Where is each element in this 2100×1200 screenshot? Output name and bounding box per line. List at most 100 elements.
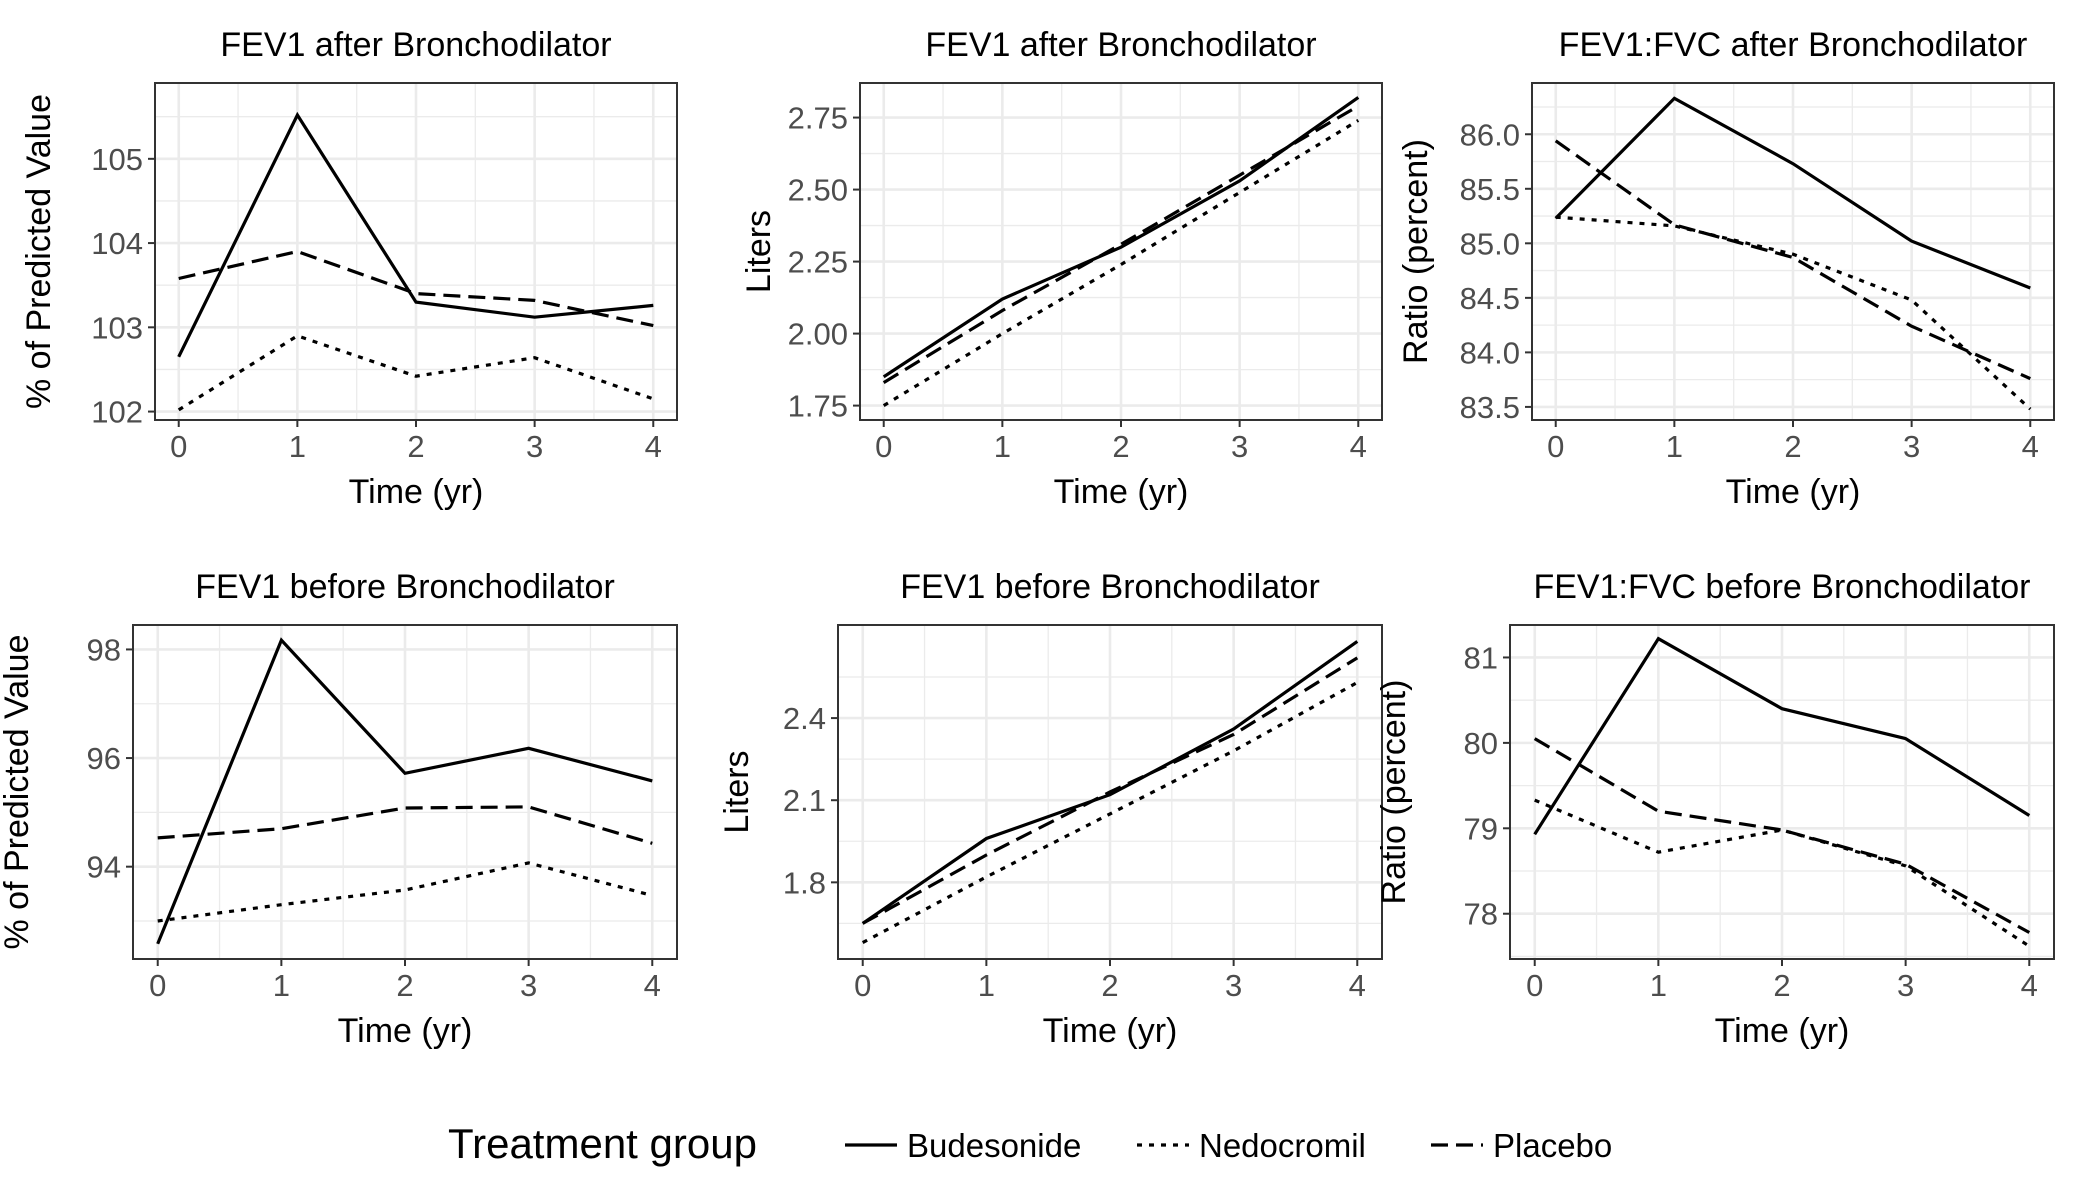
series-placebo bbox=[157, 805, 653, 845]
series-budesonide bbox=[1554, 96, 2031, 290]
x-tick-label: 2 bbox=[1101, 968, 1118, 1003]
y-tick-label: 86.0 bbox=[1460, 117, 1520, 152]
gridlines bbox=[1532, 83, 2054, 420]
y-tick-label: 2.1 bbox=[783, 783, 826, 818]
panel-6: 0 1 2 3 4 78 79 80 81 FEV1:FVC before Bronchodila… bbox=[1375, 568, 2055, 1050]
y-axis-title: % of Predicted Value bbox=[20, 94, 58, 409]
gridlines bbox=[155, 83, 677, 420]
y-tick-label: 80 bbox=[1464, 726, 1498, 761]
x-tick-label: 4 bbox=[1350, 429, 1367, 464]
y-tick-label: 85.0 bbox=[1460, 226, 1520, 261]
panel-title: FEV1:FVC before Bronchodilator bbox=[1533, 568, 2030, 606]
panel-title: FEV1 after Bronchodilator bbox=[925, 26, 1316, 64]
panel-5: 0 1 2 3 4 1.8 2.1 2.4 FEV1 before Bronchodilator… bbox=[718, 568, 1383, 1050]
y-tick-label: 103 bbox=[91, 310, 143, 345]
legend: Treatment group Budesonide Nedocromil Plac… bbox=[448, 1120, 1612, 1167]
gridlines bbox=[838, 625, 1382, 959]
x-tick-label: 1 bbox=[978, 968, 995, 1003]
y-tick-label: 2.4 bbox=[783, 701, 826, 736]
x-tick-label: 4 bbox=[645, 429, 662, 464]
y-tick-label: 2.75 bbox=[788, 101, 848, 136]
x-tick-label: 3 bbox=[1897, 968, 1914, 1003]
x-tick-label: 3 bbox=[1231, 429, 1248, 464]
x-axis-title: Time (yr) bbox=[1715, 1012, 1850, 1050]
x-tick-label: 4 bbox=[644, 968, 661, 1003]
y-tick-label: 85.5 bbox=[1460, 172, 1520, 207]
y-tick-label: 105 bbox=[91, 142, 143, 177]
panel-1: 0 1 2 3 4 102 103 104 105 FEV1 after Bronchodilat… bbox=[20, 26, 678, 511]
x-tick-label: 1 bbox=[289, 429, 306, 464]
y-tick-label: 79 bbox=[1464, 811, 1498, 846]
x-tick-label: 0 bbox=[1526, 968, 1543, 1003]
y-axis-title: Liters bbox=[718, 750, 756, 833]
y-tick-label: 81 bbox=[1464, 640, 1498, 675]
series-budesonide bbox=[156, 637, 653, 945]
x-tick-label: 0 bbox=[875, 429, 892, 464]
x-axis-title: Time (yr) bbox=[338, 1012, 473, 1050]
series-placebo bbox=[178, 249, 654, 328]
series-budesonide bbox=[1533, 636, 2031, 836]
legend-label-nedocromil: Nedocromil bbox=[1199, 1127, 1366, 1164]
panel-4: 0 1 2 3 4 94 96 98 FEV1 before Bronchodilator Tim… bbox=[0, 568, 678, 1050]
y-tick-label: 98 bbox=[87, 632, 121, 667]
x-tick-label: 3 bbox=[1903, 429, 1920, 464]
x-tick-label: 4 bbox=[1349, 968, 1366, 1003]
panel-title: FEV1 before Bronchodilator bbox=[900, 568, 1320, 606]
x-axis-title: Time (yr) bbox=[1726, 473, 1861, 511]
x-tick-label: 0 bbox=[1547, 429, 1564, 464]
y-tick-label: 78 bbox=[1464, 897, 1498, 932]
legend-label-budesonide: Budesonide bbox=[907, 1127, 1081, 1164]
panel-title: FEV1:FVC after Bronchodilator bbox=[1559, 26, 2028, 64]
series-nedocromil bbox=[861, 681, 1359, 945]
gridlines bbox=[133, 625, 677, 959]
y-tick-label: 84.0 bbox=[1460, 335, 1520, 370]
y-axis-title: Ratio (percent) bbox=[1397, 139, 1435, 364]
x-tick-label: 1 bbox=[273, 968, 290, 1003]
series-nedocromil bbox=[882, 119, 1360, 407]
y-tick-label: 1.8 bbox=[783, 865, 826, 900]
gridlines bbox=[860, 83, 1382, 420]
y-tick-label: 83.5 bbox=[1460, 390, 1520, 425]
series-nedocromil bbox=[177, 334, 654, 412]
y-tick-label: 84.5 bbox=[1460, 281, 1520, 316]
legend-label-placebo: Placebo bbox=[1493, 1127, 1612, 1164]
x-tick-label: 0 bbox=[170, 429, 187, 464]
y-tick-label: 2.25 bbox=[788, 245, 848, 280]
x-tick-label: 0 bbox=[854, 968, 871, 1003]
y-axis-title: Ratio (percent) bbox=[1375, 680, 1413, 905]
x-tick-label: 2 bbox=[1112, 429, 1129, 464]
x-axis-title: Time (yr) bbox=[1054, 473, 1189, 511]
x-tick-label: 1 bbox=[994, 429, 1011, 464]
x-tick-label: 3 bbox=[520, 968, 537, 1003]
x-tick-label: 0 bbox=[149, 968, 166, 1003]
y-tick-label: 96 bbox=[87, 741, 121, 776]
panel-3: 0 1 2 3 4 83.5 84.0 84.5 85.0 85.5 86.0 FEV1:FVC af… bbox=[1397, 26, 2055, 511]
series-budesonide bbox=[861, 640, 1359, 925]
x-axis-title: Time (yr) bbox=[349, 473, 484, 511]
x-tick-label: 1 bbox=[1650, 968, 1667, 1003]
x-tick-label: 2 bbox=[1773, 968, 1790, 1003]
x-tick-label: 4 bbox=[2021, 968, 2038, 1003]
y-tick-label: 2.00 bbox=[788, 317, 848, 352]
series-placebo bbox=[882, 104, 1360, 384]
y-tick-label: 2.50 bbox=[788, 173, 848, 208]
y-axis-title: Liters bbox=[740, 210, 778, 293]
panel-2: 0 1 2 3 4 1.75 2.00 2.25 2.50 2.75 FEV1 after Bron… bbox=[740, 26, 1383, 511]
x-tick-label: 2 bbox=[396, 968, 413, 1003]
x-tick-label: 3 bbox=[1225, 968, 1242, 1003]
legend-entries: Budesonide Nedocromil Placebo bbox=[845, 1127, 1612, 1164]
y-tick-label: 102 bbox=[91, 395, 143, 430]
x-axis-title: Time (yr) bbox=[1043, 1012, 1178, 1050]
gridlines bbox=[1510, 625, 2054, 959]
y-tick-label: 94 bbox=[87, 850, 121, 885]
panel-title: FEV1 after Bronchodilator bbox=[220, 26, 611, 64]
series-nedocromil bbox=[1555, 215, 2032, 411]
y-axis-title: % of Predicted Value bbox=[0, 635, 36, 950]
series-budesonide bbox=[177, 111, 654, 358]
x-tick-label: 3 bbox=[526, 429, 543, 464]
panel-title: FEV1 before Bronchodilator bbox=[195, 568, 615, 606]
series-placebo bbox=[861, 656, 1359, 925]
x-tick-label: 2 bbox=[1784, 429, 1801, 464]
